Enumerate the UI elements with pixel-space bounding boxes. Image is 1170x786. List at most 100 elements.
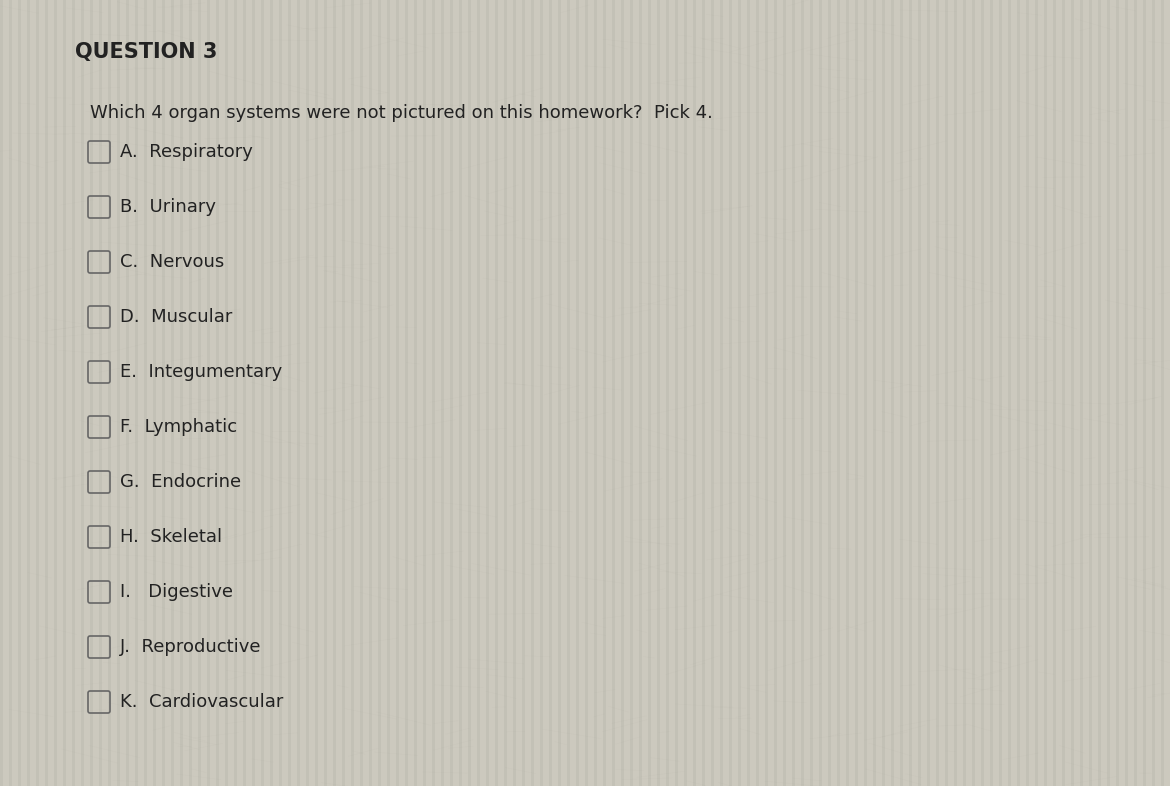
- Bar: [351, 0, 355, 786]
- Bar: [765, 0, 768, 786]
- Bar: [1044, 0, 1047, 786]
- Bar: [684, 0, 687, 786]
- Bar: [153, 0, 156, 786]
- Bar: [945, 0, 948, 786]
- Bar: [144, 0, 147, 786]
- Bar: [297, 0, 300, 786]
- Bar: [0, 0, 4, 786]
- Bar: [424, 0, 426, 786]
- Bar: [108, 0, 111, 786]
- Bar: [1161, 0, 1164, 786]
- Bar: [863, 0, 867, 786]
- Bar: [639, 0, 642, 786]
- Bar: [882, 0, 885, 786]
- Bar: [629, 0, 633, 786]
- Text: J.  Reproductive: J. Reproductive: [121, 638, 262, 656]
- Bar: [477, 0, 480, 786]
- Bar: [1089, 0, 1092, 786]
- Bar: [135, 0, 138, 786]
- Bar: [675, 0, 677, 786]
- Bar: [1062, 0, 1065, 786]
- Bar: [1080, 0, 1083, 786]
- Bar: [378, 0, 381, 786]
- Bar: [288, 0, 291, 786]
- Bar: [512, 0, 516, 786]
- Bar: [846, 0, 849, 786]
- Bar: [603, 0, 606, 786]
- Bar: [225, 0, 228, 786]
- Bar: [900, 0, 903, 786]
- Bar: [702, 0, 706, 786]
- Bar: [468, 0, 472, 786]
- Bar: [459, 0, 462, 786]
- Bar: [90, 0, 92, 786]
- Text: C.  Nervous: C. Nervous: [121, 253, 225, 271]
- Bar: [9, 0, 12, 786]
- Bar: [558, 0, 560, 786]
- Bar: [585, 0, 589, 786]
- Text: G.  Endocrine: G. Endocrine: [121, 473, 241, 491]
- Bar: [1116, 0, 1119, 786]
- Bar: [999, 0, 1002, 786]
- Bar: [63, 0, 66, 786]
- Bar: [486, 0, 489, 786]
- Bar: [315, 0, 318, 786]
- Bar: [126, 0, 129, 786]
- Bar: [1009, 0, 1011, 786]
- Bar: [1035, 0, 1038, 786]
- Bar: [342, 0, 345, 786]
- Text: Which 4 organ systems were not pictured on this homework?  Pick 4.: Which 4 organ systems were not pictured …: [90, 104, 713, 122]
- Bar: [927, 0, 930, 786]
- Bar: [216, 0, 219, 786]
- Bar: [612, 0, 615, 786]
- Bar: [27, 0, 30, 786]
- Text: B.  Urinary: B. Urinary: [121, 198, 216, 216]
- Bar: [1053, 0, 1057, 786]
- Bar: [81, 0, 84, 786]
- Bar: [541, 0, 543, 786]
- Bar: [720, 0, 723, 786]
- Bar: [278, 0, 282, 786]
- Bar: [594, 0, 597, 786]
- Bar: [783, 0, 786, 786]
- Bar: [1126, 0, 1128, 786]
- Bar: [1134, 0, 1137, 786]
- Bar: [307, 0, 309, 786]
- Bar: [36, 0, 39, 786]
- Bar: [918, 0, 921, 786]
- Bar: [531, 0, 534, 786]
- Text: I.   Digestive: I. Digestive: [121, 583, 233, 601]
- Bar: [819, 0, 823, 786]
- Bar: [234, 0, 238, 786]
- Bar: [99, 0, 102, 786]
- Bar: [450, 0, 453, 786]
- Text: F.  Lymphatic: F. Lymphatic: [121, 418, 238, 436]
- Bar: [729, 0, 732, 786]
- Bar: [1152, 0, 1155, 786]
- Bar: [746, 0, 750, 786]
- Bar: [504, 0, 507, 786]
- Bar: [252, 0, 255, 786]
- Text: D.  Muscular: D. Muscular: [121, 308, 233, 326]
- Bar: [171, 0, 174, 786]
- Bar: [855, 0, 858, 786]
- Bar: [837, 0, 840, 786]
- Bar: [693, 0, 696, 786]
- Bar: [775, 0, 777, 786]
- Bar: [576, 0, 579, 786]
- Bar: [360, 0, 363, 786]
- Bar: [810, 0, 813, 786]
- Bar: [1071, 0, 1074, 786]
- Bar: [980, 0, 984, 786]
- Bar: [621, 0, 624, 786]
- Bar: [161, 0, 165, 786]
- Bar: [190, 0, 192, 786]
- Bar: [44, 0, 48, 786]
- Bar: [117, 0, 121, 786]
- Bar: [658, 0, 660, 786]
- Bar: [990, 0, 993, 786]
- Bar: [828, 0, 831, 786]
- Bar: [1017, 0, 1020, 786]
- Bar: [495, 0, 498, 786]
- Bar: [432, 0, 435, 786]
